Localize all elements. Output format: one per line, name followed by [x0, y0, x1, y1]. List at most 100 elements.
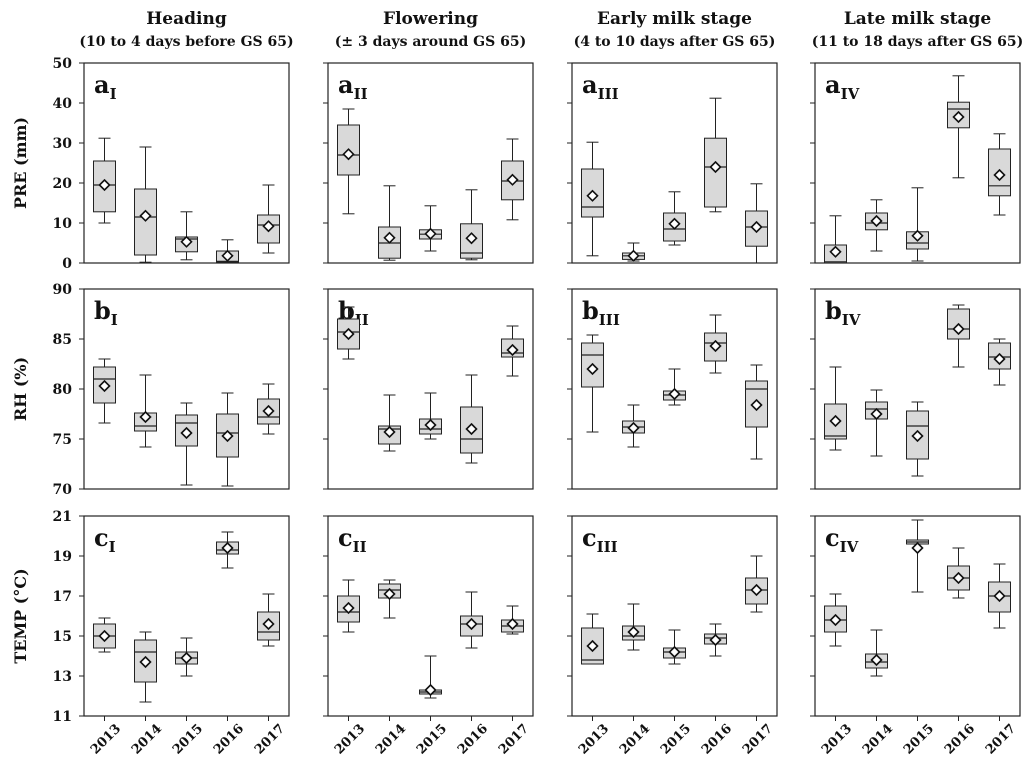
mean-marker-2-2-3	[709, 633, 722, 647]
y-tick-label-0-0: 0	[62, 256, 72, 272]
y-tick-label-0-2: 20	[53, 176, 73, 192]
y-axis-label-0: PRE (mm)	[11, 117, 30, 209]
mean-marker-1-1-3	[465, 422, 478, 436]
x-tick-label-2-3: 2016	[699, 721, 735, 757]
mean-marker-0-0-2	[180, 235, 193, 248]
x-tick-label-3-1: 2014	[860, 721, 896, 757]
mean-marker-0-2-2	[668, 217, 681, 230]
mean-marker-1-3-2	[911, 429, 924, 443]
mean-marker-2-3-0	[829, 613, 842, 627]
y-tick-label-0-3: 30	[53, 136, 73, 152]
x-tick-label-0-0: 2013	[88, 721, 124, 757]
mean-marker-1-0-2	[180, 426, 193, 440]
x-tick-label-0-2: 2015	[170, 721, 206, 757]
mean-marker-2-0-2	[180, 651, 193, 665]
panel-label-sub-2-2: III	[597, 538, 618, 556]
x-tick-label-1-4: 2017	[496, 721, 532, 757]
mean-marker-0-2-4	[750, 220, 763, 234]
mean-marker-2-3-4	[993, 589, 1006, 603]
x-tick-label-3-2: 2015	[901, 721, 937, 757]
mean-marker-0-2-3	[709, 160, 722, 174]
panel-label-sub-1-0: I	[111, 311, 118, 329]
panel-label-sub-1-3: IV	[842, 311, 861, 329]
column-title-2: Early milk stage	[597, 9, 752, 29]
y-axis-label-2: TEMP (°C)	[11, 568, 30, 663]
panel-label-sub-2-0: I	[109, 538, 116, 556]
y-tick-label-0-4: 40	[53, 96, 73, 112]
mean-marker-2-2-4	[750, 583, 763, 597]
mean-marker-1-1-4	[506, 343, 519, 357]
mean-marker-0-3-2	[911, 229, 924, 242]
mean-marker-0-3-1	[870, 214, 883, 228]
mean-marker-2-0-3	[221, 541, 234, 555]
column-title-0: Heading	[146, 9, 227, 29]
x-tick-label-2-1: 2014	[617, 721, 653, 757]
y-tick-label-2-4: 19	[53, 549, 72, 565]
mean-marker-1-1-1	[383, 425, 396, 439]
panel-label-sub-0-3: IV	[841, 85, 860, 103]
y-tick-label-1-0: 70	[53, 482, 73, 498]
x-tick-label-1-0: 2013	[332, 721, 368, 757]
panel-label-sub-1-2: III	[599, 311, 620, 329]
x-tick-label-1-3: 2016	[455, 721, 491, 757]
mean-marker-0-2-0	[586, 189, 599, 202]
mean-marker-1-3-0	[829, 414, 842, 428]
panel-frame-0-3	[814, 62, 1021, 264]
panel-label-sub-0-0: I	[110, 85, 117, 103]
y-tick-label-1-1: 75	[53, 432, 72, 448]
panel-label-1-3: bIV	[825, 296, 861, 329]
mean-marker-1-2-1	[627, 421, 640, 435]
mean-marker-2-1-4	[506, 617, 519, 631]
panel-label-sub-2-1: II	[353, 538, 367, 556]
mean-marker-2-0-1	[139, 655, 152, 669]
mean-marker-0-3-0	[829, 245, 842, 258]
column-subtitle-0: (10 to 4 days before GS 65)	[79, 34, 293, 50]
y-tick-label-2-3: 17	[53, 589, 72, 605]
mean-marker-0-1-1	[383, 231, 396, 244]
x-tick-label-2-0: 2013	[576, 721, 612, 757]
mean-marker-2-3-1	[870, 653, 883, 667]
mean-marker-2-0-4	[262, 617, 275, 631]
mean-marker-1-2-2	[668, 387, 681, 401]
mean-marker-1-2-0	[586, 362, 599, 376]
column-subtitle-3: (11 to 18 days after GS 65)	[812, 34, 1024, 50]
mean-marker-1-0-0	[98, 379, 111, 393]
y-tick-label-2-5: 21	[53, 509, 72, 525]
panel-label-0-1: aII	[338, 70, 368, 103]
x-tick-label-3-4: 2017	[983, 721, 1019, 757]
y-tick-label-2-1: 13	[53, 669, 72, 685]
mean-marker-1-2-3	[709, 339, 722, 353]
mean-marker-0-1-2	[424, 227, 437, 240]
y-tick-label-1-2: 80	[53, 382, 73, 398]
panel-label-sub-2-3: IV	[840, 538, 859, 556]
x-tick-label-1-1: 2014	[373, 721, 409, 757]
column-title-1: Flowering	[383, 9, 478, 29]
panel-label-sub-0-1: II	[354, 85, 368, 103]
x-tick-label-0-1: 2014	[129, 721, 165, 757]
x-tick-label-1-2: 2015	[414, 721, 450, 757]
panel-label-0-0: aI	[94, 70, 117, 103]
mean-marker-2-3-3	[952, 571, 965, 585]
mean-marker-2-1-2	[424, 683, 437, 697]
mean-marker-1-1-0	[342, 327, 355, 341]
mean-marker-0-0-4	[262, 220, 275, 233]
column-subtitle-1: (± 3 days around GS 65)	[335, 34, 526, 50]
mean-marker-0-2-1	[627, 249, 640, 262]
x-tick-label-2-4: 2017	[740, 721, 776, 757]
y-tick-label-0-5: 50	[53, 56, 73, 72]
mean-marker-1-3-3	[952, 322, 965, 336]
panel-label-1-0: bI	[94, 296, 118, 329]
x-tick-label-0-3: 2016	[211, 721, 247, 757]
mean-marker-2-2-1	[627, 625, 640, 639]
y-tick-label-2-2: 15	[53, 629, 72, 645]
x-tick-label-3-0: 2013	[819, 721, 855, 757]
mean-marker-2-3-2	[911, 541, 924, 555]
y-axis-label-1: RH (%)	[11, 357, 30, 421]
panel-label-2-3: cIV	[825, 523, 859, 556]
panel-label-2-2: cIII	[582, 523, 618, 556]
x-tick-label-0-4: 2017	[252, 721, 288, 757]
box-0-0-1	[134, 188, 157, 256]
mean-marker-1-0-4	[262, 404, 275, 418]
y-tick-label-2-0: 11	[53, 709, 72, 725]
